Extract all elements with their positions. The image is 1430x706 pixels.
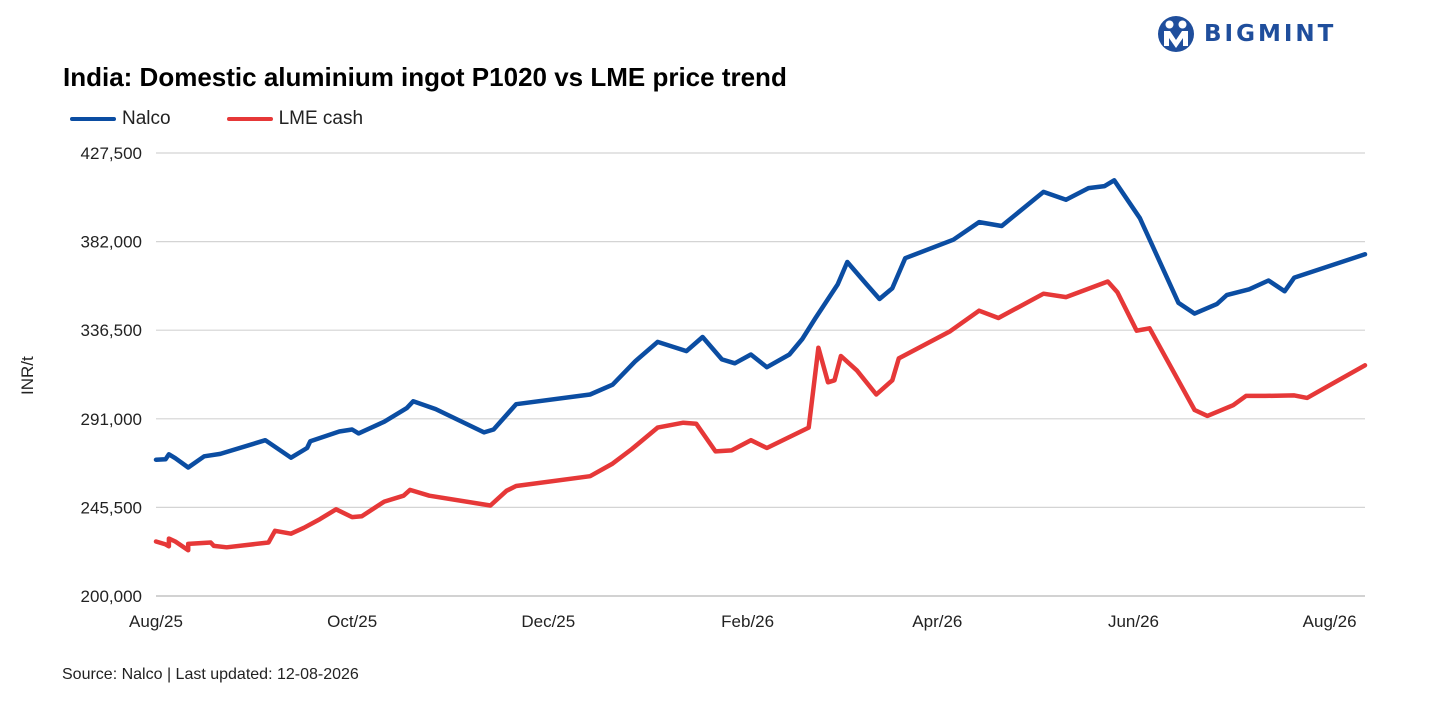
y-tick-label: 382,000 xyxy=(81,233,142,252)
legend-swatch-lme xyxy=(226,117,273,121)
x-tick-label: Jun/26 xyxy=(1108,612,1159,631)
legend-label-lme: LME cash xyxy=(278,108,364,129)
y-tick-label: 336,500 xyxy=(81,321,142,340)
y-tick-label: 200,000 xyxy=(81,587,142,606)
y-tick-label: 427,500 xyxy=(81,144,142,163)
x-tick-label: Apr/26 xyxy=(912,612,962,631)
lme-cash-line xyxy=(153,279,1368,553)
chart-legend: Nalco LME cash xyxy=(70,108,419,130)
x-tick-label: Dec/25 xyxy=(521,612,575,631)
brand-logo: BIGMINT xyxy=(1156,14,1336,54)
brand-name: BIGMINT xyxy=(1204,21,1337,47)
x-tick-label: Feb/26 xyxy=(721,612,774,631)
legend-label-nalco: Nalco xyxy=(122,108,171,129)
brand-logo-icon xyxy=(1158,16,1194,52)
legend-item-lme: LME cash xyxy=(226,108,364,130)
legend-item-nalco: Nalco xyxy=(70,108,171,130)
chart-title: India: Domestic aluminium ingot P1020 vs… xyxy=(63,62,787,92)
x-tick-label: Aug/25 xyxy=(129,612,183,631)
y-tick-label: 245,500 xyxy=(81,498,142,517)
x-tick-label: Oct/25 xyxy=(327,612,377,631)
legend-swatch-nalco xyxy=(70,117,116,121)
x-tick-label: Aug/26 xyxy=(1303,612,1357,631)
nalco-line xyxy=(153,178,1368,470)
source-note: Source: Nalco | Last updated: 12-08-2026 xyxy=(62,666,359,683)
y-tick-label: 291,000 xyxy=(81,410,142,429)
